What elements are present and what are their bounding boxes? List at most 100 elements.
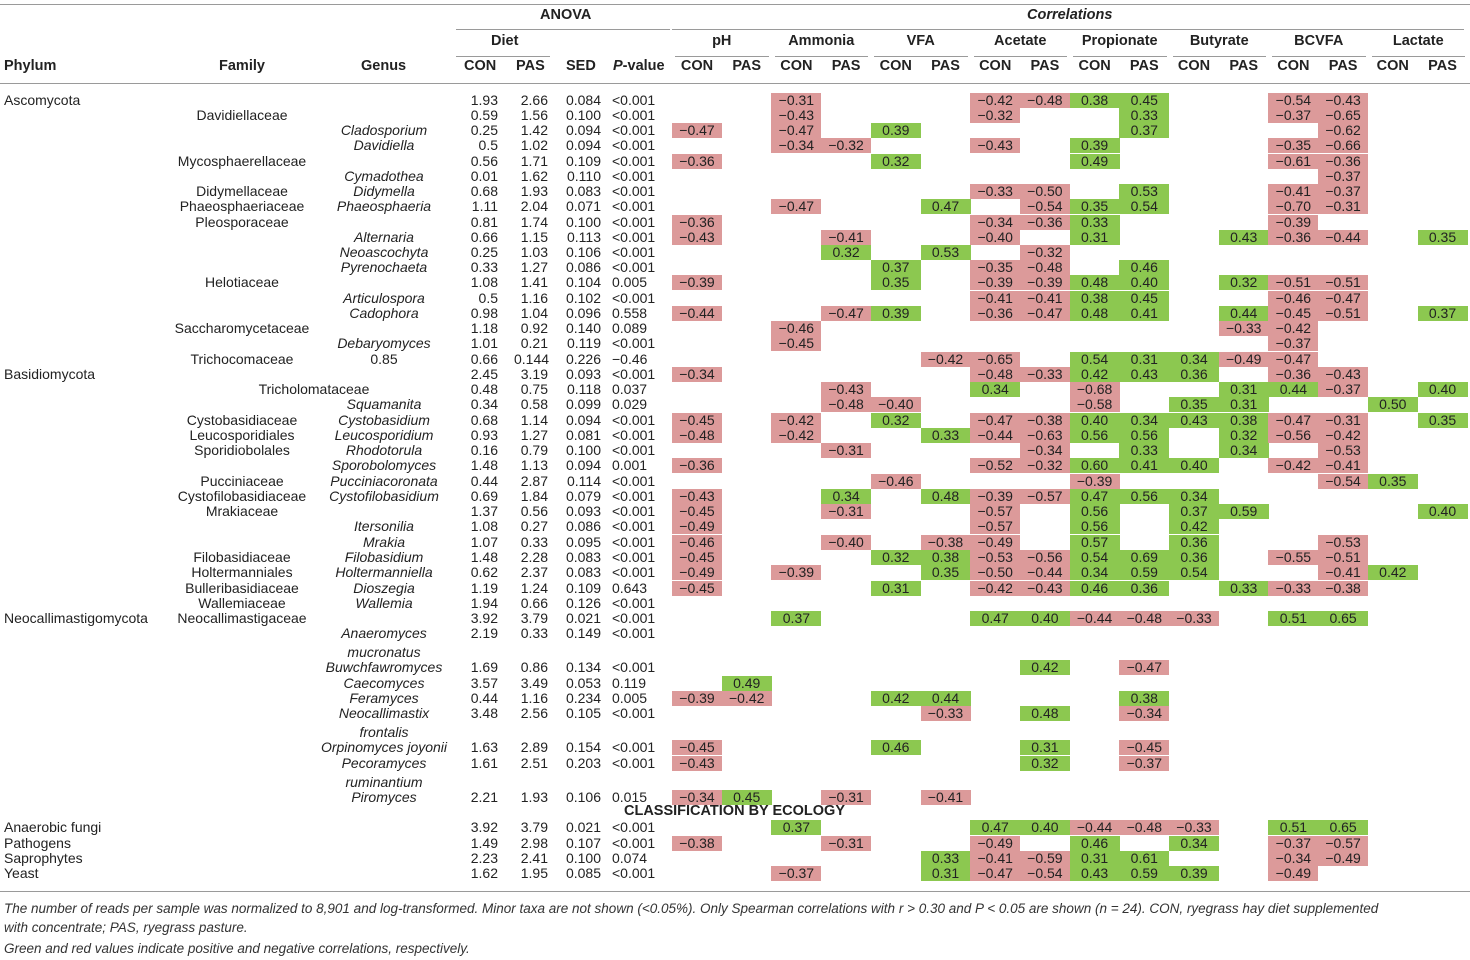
anova-sed-cell: 0.104 bbox=[565, 274, 601, 290]
correlation-cell: −0.35 bbox=[970, 260, 1021, 275]
anova-con-cell: 2.23 bbox=[470, 850, 498, 866]
anova-con-cell: 1.62 bbox=[470, 865, 498, 881]
correlation-cell: −0.43 bbox=[672, 756, 722, 771]
correlation-cell: 0.41 bbox=[1119, 306, 1170, 321]
anova-con-cell: 1.07 bbox=[470, 534, 498, 550]
correlation-cell: 0.43 bbox=[1169, 413, 1219, 428]
correlation-value: −0.43 bbox=[679, 755, 715, 771]
correlation-value: −0.62 bbox=[1325, 122, 1361, 138]
correlation-value: 0.60 bbox=[1080, 457, 1109, 473]
correlation-cell: −0.38 bbox=[1019, 413, 1070, 428]
correlation-cell: 0.51 bbox=[1268, 820, 1319, 835]
anova-con-cell: 3.48 bbox=[470, 705, 498, 721]
correlation-cell: −0.41 bbox=[920, 790, 971, 805]
correlation-value: −0.31 bbox=[828, 503, 864, 519]
anova-p-cell: <0.001 bbox=[612, 259, 656, 275]
correlation-cell: −0.37 bbox=[1318, 184, 1369, 199]
genus-cell: 0.85 bbox=[370, 351, 398, 367]
correlation-value: 0.37 bbox=[1180, 503, 1208, 519]
correlation-value: −0.43 bbox=[1325, 92, 1361, 108]
correlation-cell: 0.47 bbox=[1069, 489, 1120, 504]
correlation-cell: −0.47 bbox=[1268, 413, 1319, 428]
header-group-ph: pH bbox=[712, 33, 732, 49]
anova-p-cell: <0.001 bbox=[612, 610, 656, 626]
anova-sed-cell: 0.100 bbox=[565, 850, 601, 866]
anova-p-cell: 0.074 bbox=[612, 850, 648, 866]
correlation-cell: 0.53 bbox=[1119, 184, 1170, 199]
correlation-value: 0.31 bbox=[1230, 396, 1258, 412]
correlation-cell: −0.33 bbox=[1169, 611, 1219, 626]
rule-group-ammonia bbox=[774, 56, 868, 57]
anova-sed-cell: 0.114 bbox=[567, 473, 601, 489]
correlation-value: −0.37 bbox=[1275, 835, 1312, 851]
anova-sed-cell: 0.093 bbox=[565, 366, 601, 382]
correlation-cell: 0.37 bbox=[771, 611, 822, 626]
correlation-cell: 0.31 bbox=[870, 581, 921, 596]
genus-cell: Piromyces bbox=[351, 789, 417, 805]
correlation-value: 0.43 bbox=[1180, 412, 1208, 428]
correlation-cell: 0.33 bbox=[1218, 581, 1269, 596]
anova-con-cell: 1.08 bbox=[470, 518, 498, 534]
genus-cell: Dioszegia bbox=[353, 580, 415, 596]
correlation-value: −0.47 bbox=[1275, 351, 1312, 367]
anova-p-cell: <0.001 bbox=[612, 819, 656, 835]
correlation-cell: −0.65 bbox=[1318, 108, 1369, 123]
correlation-cell: 0.54 bbox=[1069, 352, 1120, 367]
correlation-cell: −0.68 bbox=[1069, 382, 1120, 397]
correlation-cell: −0.32 bbox=[1019, 458, 1070, 473]
correlation-cell: −0.50 bbox=[970, 565, 1021, 580]
correlation-cell: 0.33 bbox=[920, 428, 971, 443]
anova-p-cell: <0.001 bbox=[612, 865, 656, 881]
anova-sed-cell: 0.085 bbox=[565, 865, 601, 881]
genus-cell: Anaeromyces bbox=[341, 625, 427, 641]
correlation-cell: −0.41 bbox=[970, 291, 1021, 306]
correlation-cell: −0.49 bbox=[1268, 866, 1319, 881]
genus-cell: Neoascochyta bbox=[339, 244, 429, 260]
correlation-value: −0.33 bbox=[977, 183, 1013, 199]
correlation-value: −0.34 bbox=[778, 137, 815, 153]
correlation-cell: −0.40 bbox=[821, 535, 872, 550]
correlation-value: 0.32 bbox=[1230, 274, 1258, 290]
correlation-cell: −0.45 bbox=[672, 504, 722, 519]
correlation-value: −0.37 bbox=[1275, 107, 1312, 123]
correlation-cell: −0.33 bbox=[1169, 820, 1219, 835]
anova-pas-cell: 0.56 bbox=[520, 503, 548, 519]
correlation-cell: 0.46 bbox=[1069, 836, 1120, 851]
correlation-cell: −0.38 bbox=[1318, 581, 1369, 596]
genus-cell: Caecomyces bbox=[343, 675, 425, 691]
anova-p-cell: <0.001 bbox=[612, 168, 656, 184]
correlation-value: −0.48 bbox=[1126, 610, 1163, 626]
correlation-cell: −0.47 bbox=[1119, 660, 1170, 675]
correlation-value: 0.34 bbox=[1180, 488, 1208, 504]
anova-pas-cell: 0.21 bbox=[520, 335, 548, 351]
correlation-value: −0.31 bbox=[778, 92, 815, 108]
correlation-cell: −0.47 bbox=[1318, 291, 1369, 306]
anova-pas-cell: 1.95 bbox=[520, 865, 548, 881]
correlation-cell: −0.51 bbox=[1318, 550, 1369, 565]
anova-pas-cell: 0.33 bbox=[520, 625, 548, 641]
correlation-value: −0.48 bbox=[1027, 259, 1063, 275]
correlation-cell: −0.57 bbox=[1019, 489, 1070, 504]
correlation-cell: 0.34 bbox=[1218, 443, 1269, 458]
correlation-cell: 0.50 bbox=[1367, 397, 1418, 412]
correlation-value: −0.39 bbox=[1027, 274, 1063, 290]
correlation-value: −0.45 bbox=[679, 503, 715, 519]
correlation-value: −0.42 bbox=[927, 351, 964, 367]
correlation-cell: 0.42 bbox=[1169, 519, 1219, 534]
correlation-value: −0.38 bbox=[679, 835, 715, 851]
correlation-value: −0.47 bbox=[1027, 305, 1063, 321]
correlation-cell: 0.37 bbox=[1169, 504, 1219, 519]
genus-cell: Wallemia bbox=[355, 595, 413, 611]
correlation-cell: −0.47 bbox=[672, 123, 722, 138]
correlation-value: 0.42 bbox=[882, 690, 910, 706]
correlation-value: −0.58 bbox=[1076, 396, 1113, 412]
correlation-cell: −0.37 bbox=[1268, 336, 1319, 351]
genus-cell: Cystofilobasidium bbox=[329, 488, 439, 504]
correlation-cell: 0.35 bbox=[1367, 474, 1418, 489]
correlation-value: −0.56 bbox=[1275, 427, 1312, 443]
correlation-cell: −0.45 bbox=[672, 581, 722, 596]
correlation-value: −0.41 bbox=[1325, 457, 1361, 473]
correlation-value: 0.36 bbox=[1130, 580, 1158, 596]
genus-cell: Feramyces bbox=[349, 690, 419, 706]
anova-con-cell: 0.5 bbox=[478, 290, 498, 306]
